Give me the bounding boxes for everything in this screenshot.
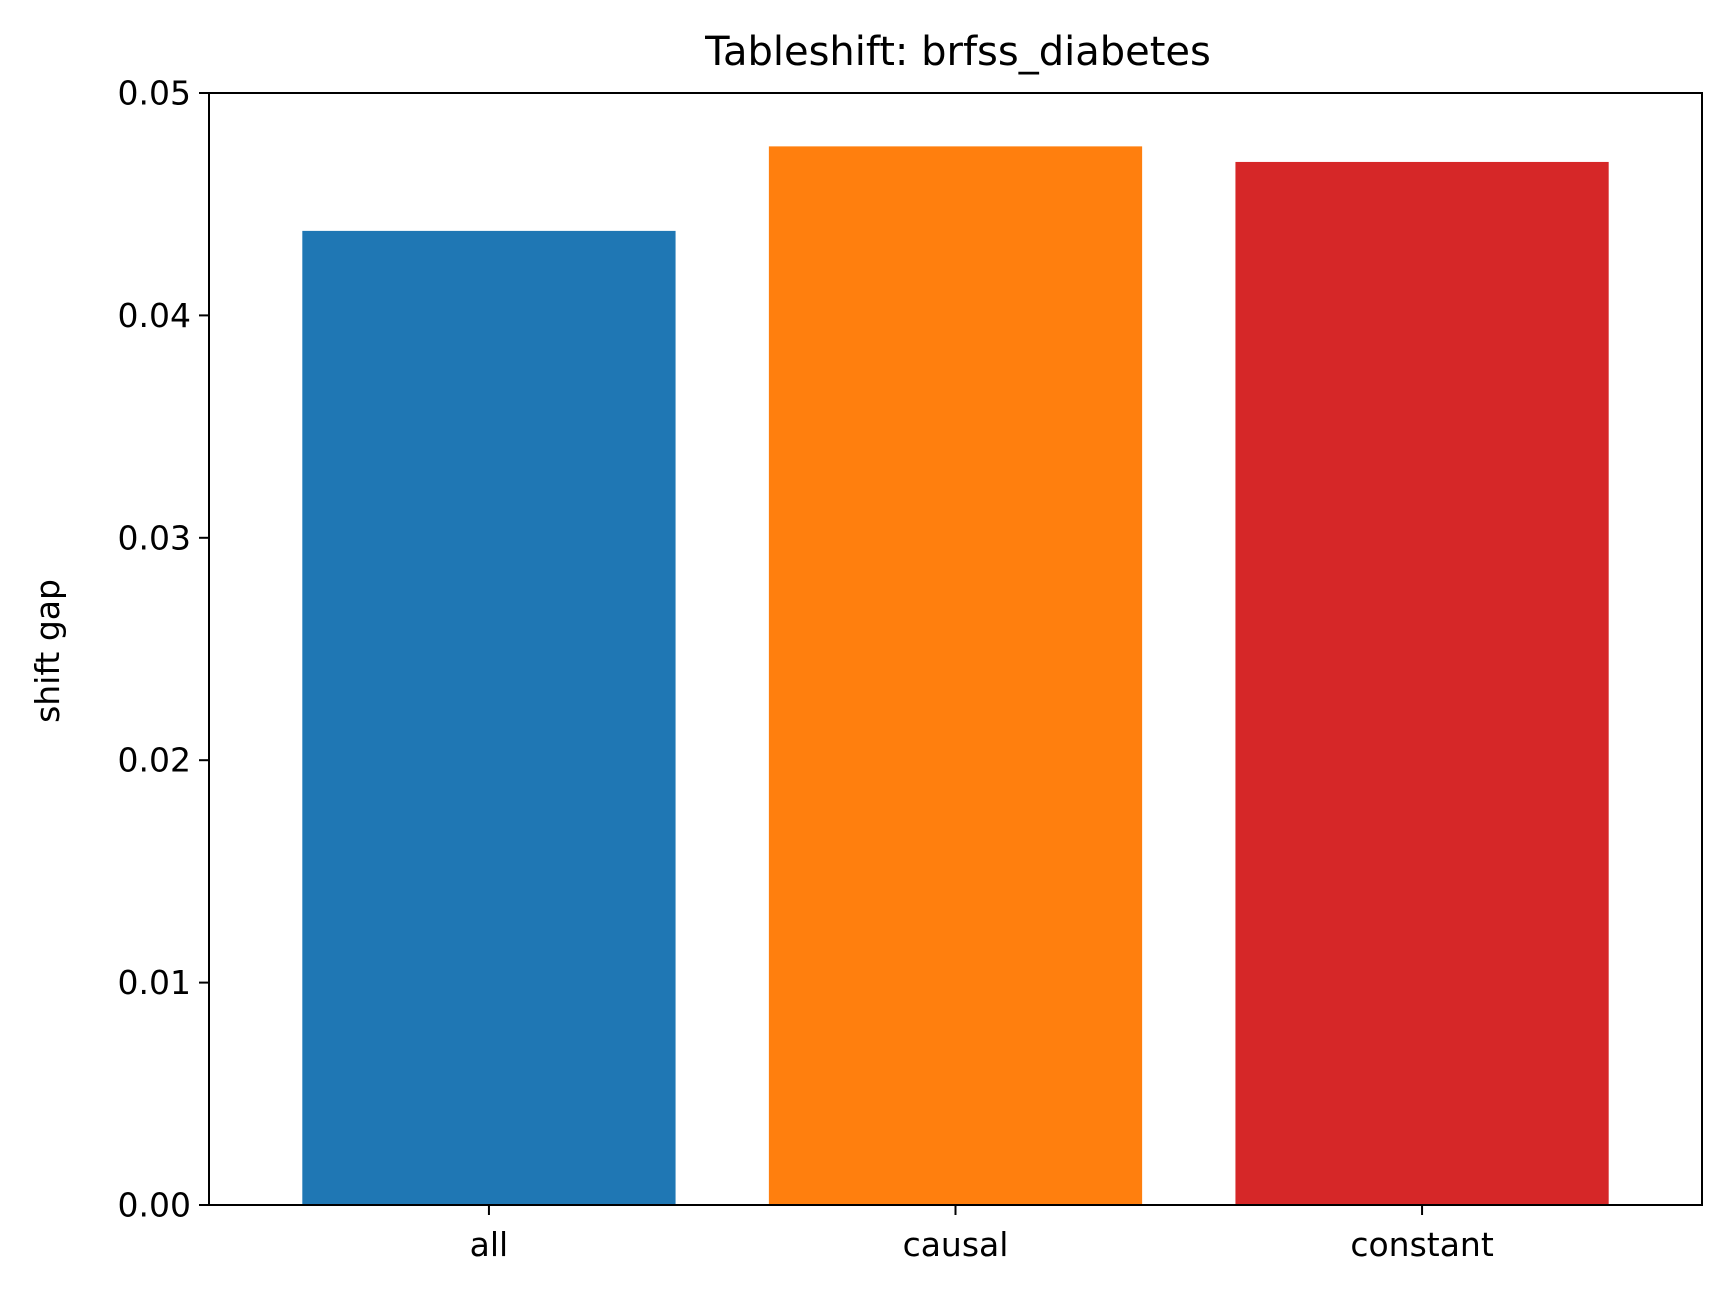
bars-group (302, 146, 1609, 1206)
y-tick-label: 0.01 (118, 963, 191, 1002)
bar-all (302, 230, 676, 1205)
y-tick-label: 0.03 (118, 518, 191, 557)
x-axis-ticks: all causal constant (470, 1205, 1494, 1264)
y-tick-label: 0.00 (118, 1186, 191, 1225)
x-tick-label-all: all (470, 1225, 509, 1264)
y-axis-ticks: 0.00 0.01 0.02 0.03 0.04 0.05 (118, 74, 209, 1225)
bar-causal (768, 146, 1143, 1206)
y-tick-label: 0.04 (118, 296, 191, 335)
x-tick-label-causal: causal (903, 1225, 1009, 1264)
y-axis-label: shift gap (28, 579, 67, 723)
bar-constant (1235, 161, 1609, 1206)
x-tick-label-constant: constant (1350, 1225, 1494, 1264)
chart-title: Tableshift: brfss_diabetes (704, 29, 1211, 75)
y-tick-label: 0.05 (118, 74, 191, 113)
plot-area-frame (208, 92, 1703, 1206)
y-tick-label: 0.02 (118, 741, 191, 780)
